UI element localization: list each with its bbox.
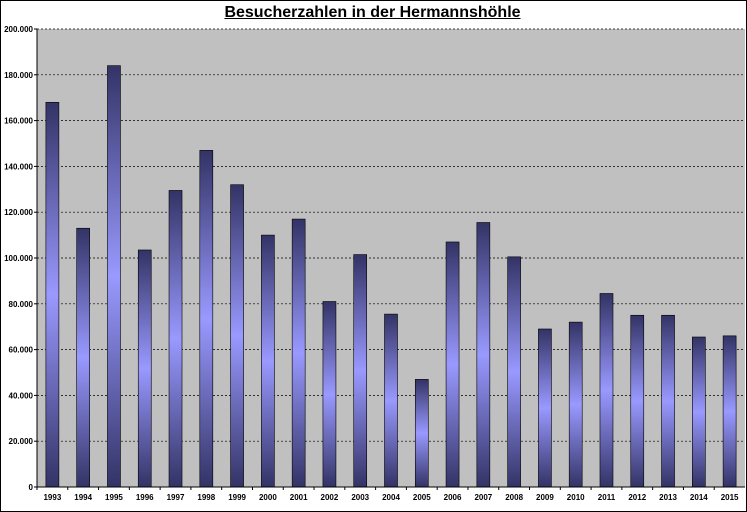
chart-title: Besucherzahlen in der Hermannshöhle bbox=[224, 4, 521, 21]
bar-2009 bbox=[538, 328, 552, 488]
bar-2007 bbox=[476, 222, 491, 488]
x-tick-label: 2003 bbox=[351, 493, 369, 502]
y-tick-label: 140.000 bbox=[4, 162, 33, 171]
x-tick-label: 2005 bbox=[413, 493, 431, 502]
y-tick-label: 80.000 bbox=[9, 300, 34, 309]
x-tick-label: 2013 bbox=[659, 493, 677, 502]
bar-2002 bbox=[322, 301, 337, 488]
bar-1996 bbox=[137, 249, 152, 488]
bar-2014 bbox=[692, 336, 706, 488]
x-tick-label: 1999 bbox=[228, 493, 246, 502]
y-tick-label: 40.000 bbox=[9, 391, 34, 400]
bar-2010 bbox=[568, 321, 583, 488]
x-tick-label: 2004 bbox=[382, 493, 400, 502]
bar-layer bbox=[45, 65, 737, 488]
x-tick-label: 1998 bbox=[197, 493, 215, 502]
y-tick-label: 200.000 bbox=[4, 25, 33, 34]
x-tick-label: 2009 bbox=[536, 493, 554, 502]
y-tick-label: 120.000 bbox=[4, 208, 33, 217]
x-tick-label: 2014 bbox=[690, 493, 708, 502]
x-tick-label: 1996 bbox=[136, 493, 154, 502]
y-tick-label: 60.000 bbox=[9, 346, 34, 355]
y-tick-label: 0 bbox=[29, 483, 34, 492]
bar-1997 bbox=[168, 190, 183, 488]
y-tick-label: 100.000 bbox=[4, 254, 33, 263]
x-tick-label: 2012 bbox=[628, 493, 646, 502]
bar-1998 bbox=[199, 150, 214, 488]
x-tick-label: 2008 bbox=[505, 493, 523, 502]
x-tick-label: 2015 bbox=[721, 493, 739, 502]
bar-2003 bbox=[353, 254, 368, 488]
x-tick-label: 1993 bbox=[43, 493, 61, 502]
x-tick-label: 2002 bbox=[321, 493, 339, 502]
grid-layer bbox=[37, 28, 745, 442]
bar-2006 bbox=[445, 241, 460, 488]
bar-1993 bbox=[45, 101, 60, 488]
x-tick-label: 2007 bbox=[474, 493, 492, 502]
y-tick-label: 160.000 bbox=[4, 117, 33, 126]
x-tick-labels: 1993 1994 1995 1996 1997 1998 1999 2000 2001 2002… bbox=[36, 487, 739, 502]
bar-2008 bbox=[507, 256, 521, 488]
bar-1994 bbox=[76, 227, 90, 488]
bar-2013 bbox=[661, 314, 675, 488]
bar-2015 bbox=[722, 335, 737, 488]
y-tick-label: 180.000 bbox=[4, 71, 33, 80]
bar-1999 bbox=[230, 184, 244, 488]
x-tick-label: 2010 bbox=[567, 493, 585, 502]
x-tick-label: 2011 bbox=[598, 493, 616, 502]
y-tick-labels: 0 20.000 40.000 60.000 80.000 100.000 120.000 1… bbox=[4, 25, 37, 492]
x-tick-label: 1997 bbox=[167, 493, 185, 502]
x-tick-label: 2006 bbox=[444, 493, 462, 502]
bar-2012 bbox=[630, 314, 645, 488]
bar-2011 bbox=[599, 293, 614, 488]
bar-2004 bbox=[384, 313, 398, 488]
bar-2000 bbox=[261, 234, 275, 488]
x-tick-label: 2001 bbox=[290, 493, 308, 502]
x-tick-label: 1995 bbox=[105, 493, 123, 502]
x-tick-label: 1994 bbox=[74, 493, 92, 502]
bar-2005 bbox=[414, 379, 429, 488]
x-tick-label: 2000 bbox=[259, 493, 277, 502]
bar-1995 bbox=[107, 65, 121, 488]
y-tick-label: 20.000 bbox=[9, 437, 34, 446]
bar-2001 bbox=[291, 218, 306, 488]
